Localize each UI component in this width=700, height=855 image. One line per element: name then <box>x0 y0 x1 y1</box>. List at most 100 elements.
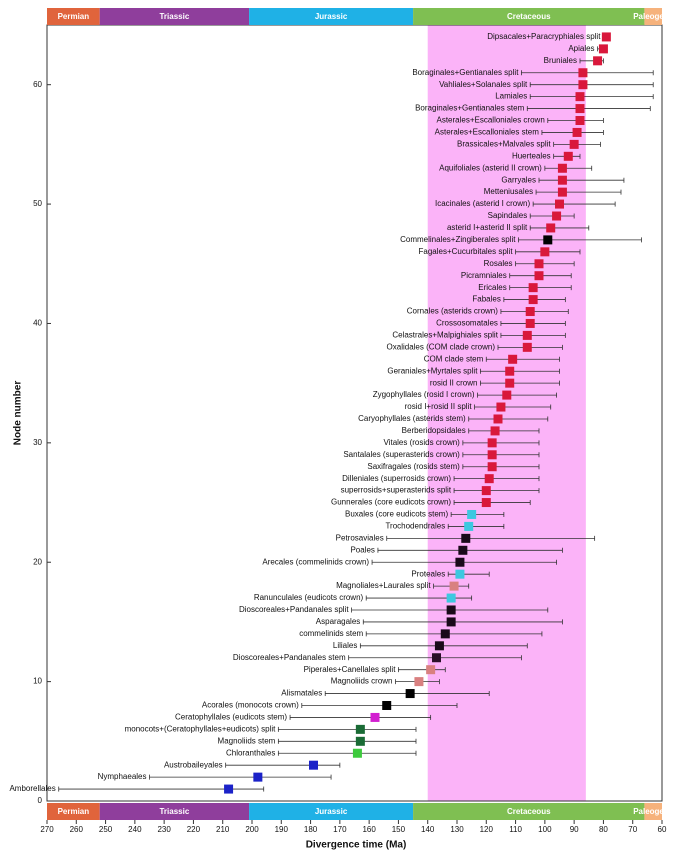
node-label: Bruniales <box>544 56 577 65</box>
node-label: Metteniusales <box>484 187 533 196</box>
node-label: Brassicales+Malvales split <box>457 139 551 148</box>
period-band <box>413 803 645 820</box>
node-label: Vahliales+Solanales split <box>439 80 528 89</box>
x-tick-label: 80 <box>599 825 608 834</box>
y-tick-label: 0 <box>38 796 43 805</box>
node-label: Amborellales <box>9 784 55 793</box>
node-label: Commelinales+Zingiberales split <box>400 235 516 244</box>
point <box>458 545 468 555</box>
node-label: Aquifoliales (asterid II crown) <box>439 163 542 172</box>
point <box>382 700 392 710</box>
point <box>528 295 538 305</box>
node-label: Berberidopsidales <box>402 426 466 435</box>
point <box>569 139 579 149</box>
node-label: Zygophyllales (rosid I crown) <box>373 390 475 399</box>
x-tick-label: 110 <box>509 825 522 834</box>
period-label: Jurassic <box>315 12 348 21</box>
x-tick-label: 90 <box>570 825 579 834</box>
point <box>493 414 503 424</box>
point <box>543 235 553 245</box>
period-band <box>644 803 662 820</box>
node-label: Icacinales (asterid I crown) <box>435 199 530 208</box>
node-label: Magnoliids stem <box>218 736 276 745</box>
node-label: Ceratophyllales (eudicots stem) <box>175 713 287 722</box>
x-tick-label: 190 <box>275 825 289 834</box>
point <box>572 127 582 137</box>
x-tick-label: 70 <box>628 825 637 834</box>
point <box>546 223 556 233</box>
point <box>575 92 585 102</box>
point <box>563 151 573 161</box>
node-label: rosid I+rosid II split <box>405 402 473 411</box>
point <box>355 724 365 734</box>
x-tick-label: 240 <box>128 825 142 834</box>
period-band <box>47 803 100 820</box>
node-label: Apiales <box>568 44 594 53</box>
point <box>414 677 424 687</box>
point <box>525 307 535 317</box>
x-tick-label: 260 <box>70 825 84 834</box>
point <box>461 533 471 543</box>
point <box>525 318 535 328</box>
node-label: superrosids+superasterids split <box>341 486 452 495</box>
node-label: Nymphaeales <box>98 772 147 781</box>
node-label: Caryophyllales (asterids stem) <box>358 414 466 423</box>
point <box>557 175 567 185</box>
node-label: Geraniales+Myrtales split <box>387 366 478 375</box>
period-label: Paleogene <box>633 807 674 816</box>
node-label: Buxales (core eudicots stem) <box>345 510 448 519</box>
node-label: Acorales (monocots crown) <box>202 701 299 710</box>
point <box>601 32 611 42</box>
node-label: Asparagales <box>316 617 360 626</box>
point <box>481 486 491 496</box>
point <box>575 104 585 114</box>
node-label: Petrosaviales <box>336 533 384 542</box>
period-band <box>249 8 414 25</box>
highlight-band <box>427 25 586 801</box>
x-tick-label: 210 <box>216 825 230 834</box>
point <box>534 259 544 269</box>
point <box>355 736 365 746</box>
y-tick-label: 10 <box>33 677 42 686</box>
point <box>309 760 318 770</box>
point <box>557 187 567 197</box>
period-label: Cretaceous <box>507 807 551 816</box>
point <box>484 474 494 484</box>
node-label: Huerteales <box>512 151 551 160</box>
point <box>496 402 506 412</box>
node-label: monocots+(Ceratophyllales+eudicots) spli… <box>125 724 277 733</box>
point <box>505 366 515 376</box>
period-band <box>644 8 662 25</box>
node-label: Oxalidales (COM clade crown) <box>387 342 496 351</box>
point <box>481 498 491 508</box>
point <box>464 521 474 531</box>
node-label: Ericales <box>478 283 506 292</box>
node-label: Fabales <box>472 295 500 304</box>
point <box>505 378 515 388</box>
point <box>534 271 544 281</box>
node-label: Boraginales+Gentianales split <box>412 68 519 77</box>
point <box>446 593 456 603</box>
node-label: COM clade stem <box>424 354 484 363</box>
point <box>578 68 588 78</box>
node-label: Alismatales <box>281 689 322 698</box>
node-label: Trochodendrales <box>385 522 445 531</box>
point <box>432 653 441 663</box>
point <box>508 354 518 364</box>
x-tick-label: 100 <box>538 825 552 834</box>
node-label: Proteales <box>411 569 445 578</box>
x-tick-label: 160 <box>362 825 376 834</box>
point <box>455 557 465 567</box>
point <box>578 80 588 90</box>
node-label: commelinids stem <box>299 629 363 638</box>
x-tick-label: 200 <box>245 825 259 834</box>
node-label: Asterales+Escalloniales stem <box>435 128 540 137</box>
node-label: Lamiales <box>495 92 527 101</box>
point <box>405 689 415 699</box>
point <box>370 712 380 722</box>
x-tick-label: 130 <box>450 825 464 834</box>
x-tick-label: 140 <box>421 825 435 834</box>
node-label: Magnoliids crown <box>331 677 393 686</box>
x-tick-label: 220 <box>187 825 201 834</box>
